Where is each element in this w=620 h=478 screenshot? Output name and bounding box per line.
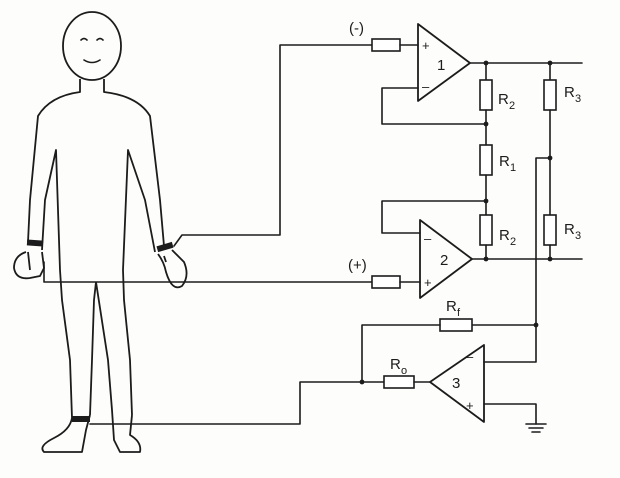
ro-label: R bbox=[390, 356, 401, 373]
amp2-number: 2 bbox=[440, 252, 448, 269]
resistor-r3-upper bbox=[543, 79, 557, 111]
input-resistor-1 bbox=[371, 38, 401, 52]
amp2-plus: + bbox=[424, 275, 432, 290]
node bbox=[483, 256, 489, 262]
lead-right-arm bbox=[173, 44, 373, 247]
left-hand bbox=[13, 251, 45, 280]
r3-lower-label: R bbox=[564, 221, 575, 238]
rf-label: R bbox=[446, 298, 457, 315]
amp1-plus: + bbox=[422, 38, 430, 53]
lead-right-leg bbox=[89, 381, 385, 425]
amp1-feedback-wire bbox=[381, 87, 487, 125]
amp2-feedback-wire bbox=[381, 200, 487, 234]
amp3-minus: – bbox=[466, 349, 474, 364]
resistor-ro bbox=[383, 375, 415, 389]
r2-upper-label: R bbox=[498, 91, 509, 108]
electrode-right-wrist bbox=[156, 241, 174, 253]
amp2-triangle bbox=[419, 219, 473, 299]
ro-sub: o bbox=[401, 365, 407, 377]
amp3-triangle bbox=[429, 344, 485, 423]
input-resistor-2 bbox=[371, 275, 401, 289]
r2-lower-sub: 2 bbox=[510, 236, 516, 248]
resistor-network: R 2 R 1 R 2 R 3 R 3 bbox=[359, 60, 583, 433]
r1-sub: 1 bbox=[510, 162, 516, 174]
ground-symbol bbox=[525, 423, 547, 433]
resistor-rf bbox=[439, 318, 473, 332]
op-amp-3: 3 – + bbox=[429, 344, 485, 423]
amp3-number: 3 bbox=[452, 375, 460, 392]
amp3-plus-to-ground bbox=[483, 403, 537, 425]
legs bbox=[41, 269, 142, 453]
resistor-r2-lower bbox=[479, 214, 493, 246]
electrode-left-ankle bbox=[72, 416, 90, 422]
amp2-minus: – bbox=[424, 231, 432, 246]
eyes bbox=[80, 37, 104, 41]
resistor-r3-lower bbox=[543, 214, 557, 246]
rf-to-output bbox=[361, 324, 441, 383]
amp3-plus: + bbox=[466, 398, 474, 413]
torso-and-arms bbox=[27, 79, 167, 271]
input-minus-label: (-) bbox=[349, 20, 364, 37]
r2-upper-sub: 2 bbox=[509, 100, 515, 112]
human-body-outline bbox=[13, 11, 188, 453]
r3-upper-label: R bbox=[564, 84, 575, 101]
midpoint-to-amp3-minus bbox=[483, 157, 551, 363]
op-amp-2: 2 – + bbox=[419, 219, 473, 299]
amp1-triangle bbox=[417, 23, 471, 102]
r3-lower-sub: 3 bbox=[575, 230, 581, 242]
inner-arms bbox=[41, 149, 156, 271]
node bbox=[359, 379, 365, 385]
amp1-minus: – bbox=[422, 79, 430, 94]
lead-left-arm bbox=[43, 261, 373, 283]
r1-label: R bbox=[499, 153, 510, 170]
mouth bbox=[83, 59, 101, 64]
op-amp-1: 1 + – bbox=[417, 23, 471, 102]
r3-upper-sub: 3 bbox=[575, 93, 581, 105]
input-plus-label: (+) bbox=[348, 257, 367, 274]
electrode-left-wrist bbox=[26, 239, 44, 247]
resistor-r2-upper bbox=[479, 79, 493, 111]
resistor-r1 bbox=[479, 144, 493, 176]
amp1-number: 1 bbox=[437, 57, 445, 74]
lead-wires bbox=[43, 44, 385, 425]
rf-sub: f bbox=[457, 307, 461, 319]
right-hand bbox=[157, 249, 188, 289]
r2-lower-label: R bbox=[499, 227, 510, 244]
head bbox=[62, 11, 122, 81]
